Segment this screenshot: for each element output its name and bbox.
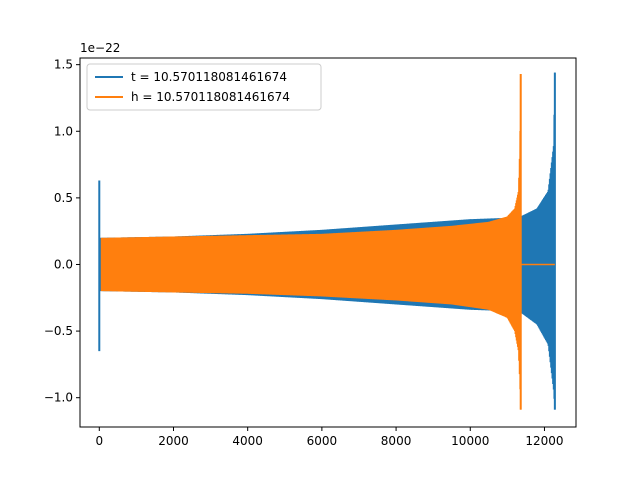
y-offset-label: 1e−22 — [80, 41, 120, 55]
x-tick-label: 4000 — [232, 434, 263, 448]
x-tick-label: 6000 — [307, 434, 338, 448]
y-tick: 0.5 — [54, 191, 80, 205]
x-tick-label: 10000 — [451, 434, 489, 448]
plot-frame — [79, 57, 577, 428]
y-tick-label: −0.5 — [44, 324, 73, 338]
y-tick-label: 0.5 — [54, 191, 73, 205]
y-tick: −1.0 — [44, 391, 80, 405]
x-tick-label: 0 — [95, 434, 103, 448]
x-tick-label: 12000 — [525, 434, 563, 448]
y-tick: −0.5 — [44, 324, 80, 338]
y-tick: 0.0 — [54, 257, 80, 271]
y-tick-label: 1.0 — [54, 124, 73, 138]
y-tick: 1.0 — [54, 124, 80, 138]
series-2-oscillation — [100, 73, 522, 410]
x-tick-label: 2000 — [158, 434, 189, 448]
legend-entry: h = 10.570118081461674 — [95, 90, 290, 104]
legend-label: h = 10.570118081461674 — [131, 90, 290, 104]
x-tick: 6000 — [307, 427, 338, 448]
plot-area — [98, 72, 556, 410]
y-tick-label: 0.0 — [54, 257, 73, 271]
y-tick-label: 1.5 — [54, 58, 73, 72]
legend-entry: t = 10.570118081461674 — [95, 70, 287, 84]
y-axis: −1.0 −0.5 0.0 0.5 1.0 1.5 — [44, 58, 80, 405]
x-tick: 4000 — [232, 427, 263, 448]
legend-label: t = 10.570118081461674 — [131, 70, 287, 84]
y-tick-label: −1.0 — [44, 391, 73, 405]
x-tick: 2000 — [158, 427, 189, 448]
x-tick: 0 — [95, 427, 103, 448]
x-tick: 12000 — [525, 427, 564, 448]
legend-box — [86, 63, 322, 111]
legend: t = 10.570118081461674 h = 10.57011808146… — [86, 63, 322, 111]
y-tick: 1.5 — [54, 58, 80, 72]
x-tick: 8000 — [381, 427, 412, 448]
x-tick: 10000 — [451, 427, 489, 448]
x-axis: 0 2000 4000 6000 8000 10000 12000 — [95, 427, 564, 448]
x-tick-label: 8000 — [381, 434, 412, 448]
